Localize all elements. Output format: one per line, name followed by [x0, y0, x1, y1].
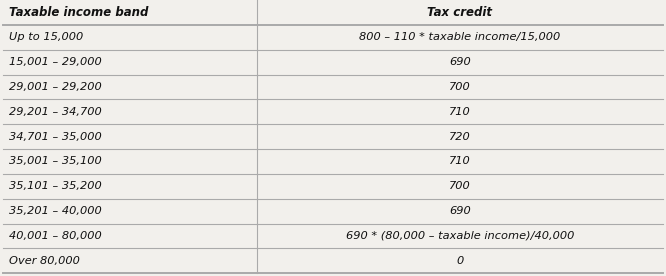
- Text: 690: 690: [449, 57, 471, 67]
- Text: 720: 720: [449, 132, 471, 142]
- Text: 710: 710: [449, 107, 471, 117]
- Text: 35,101 – 35,200: 35,101 – 35,200: [9, 181, 101, 191]
- Text: 35,201 – 40,000: 35,201 – 40,000: [9, 206, 101, 216]
- Text: Up to 15,000: Up to 15,000: [9, 32, 83, 42]
- Text: 700: 700: [449, 181, 471, 191]
- Text: Tax credit: Tax credit: [428, 6, 492, 19]
- Text: 690: 690: [449, 206, 471, 216]
- Text: 35,001 – 35,100: 35,001 – 35,100: [9, 156, 101, 166]
- Text: 34,701 – 35,000: 34,701 – 35,000: [9, 132, 101, 142]
- Text: 800 – 110 * taxable income/15,000: 800 – 110 * taxable income/15,000: [359, 32, 561, 42]
- Text: Over 80,000: Over 80,000: [9, 256, 79, 266]
- Text: 29,001 – 29,200: 29,001 – 29,200: [9, 82, 101, 92]
- Text: 0: 0: [456, 256, 464, 266]
- Text: 40,001 – 80,000: 40,001 – 80,000: [9, 231, 101, 241]
- Text: 690 * (80,000 – taxable income)/40,000: 690 * (80,000 – taxable income)/40,000: [346, 231, 574, 241]
- Text: 29,201 – 34,700: 29,201 – 34,700: [9, 107, 101, 117]
- Text: 700: 700: [449, 82, 471, 92]
- Text: 710: 710: [449, 156, 471, 166]
- Text: 15,001 – 29,000: 15,001 – 29,000: [9, 57, 101, 67]
- Text: Taxable income band: Taxable income band: [9, 6, 148, 19]
